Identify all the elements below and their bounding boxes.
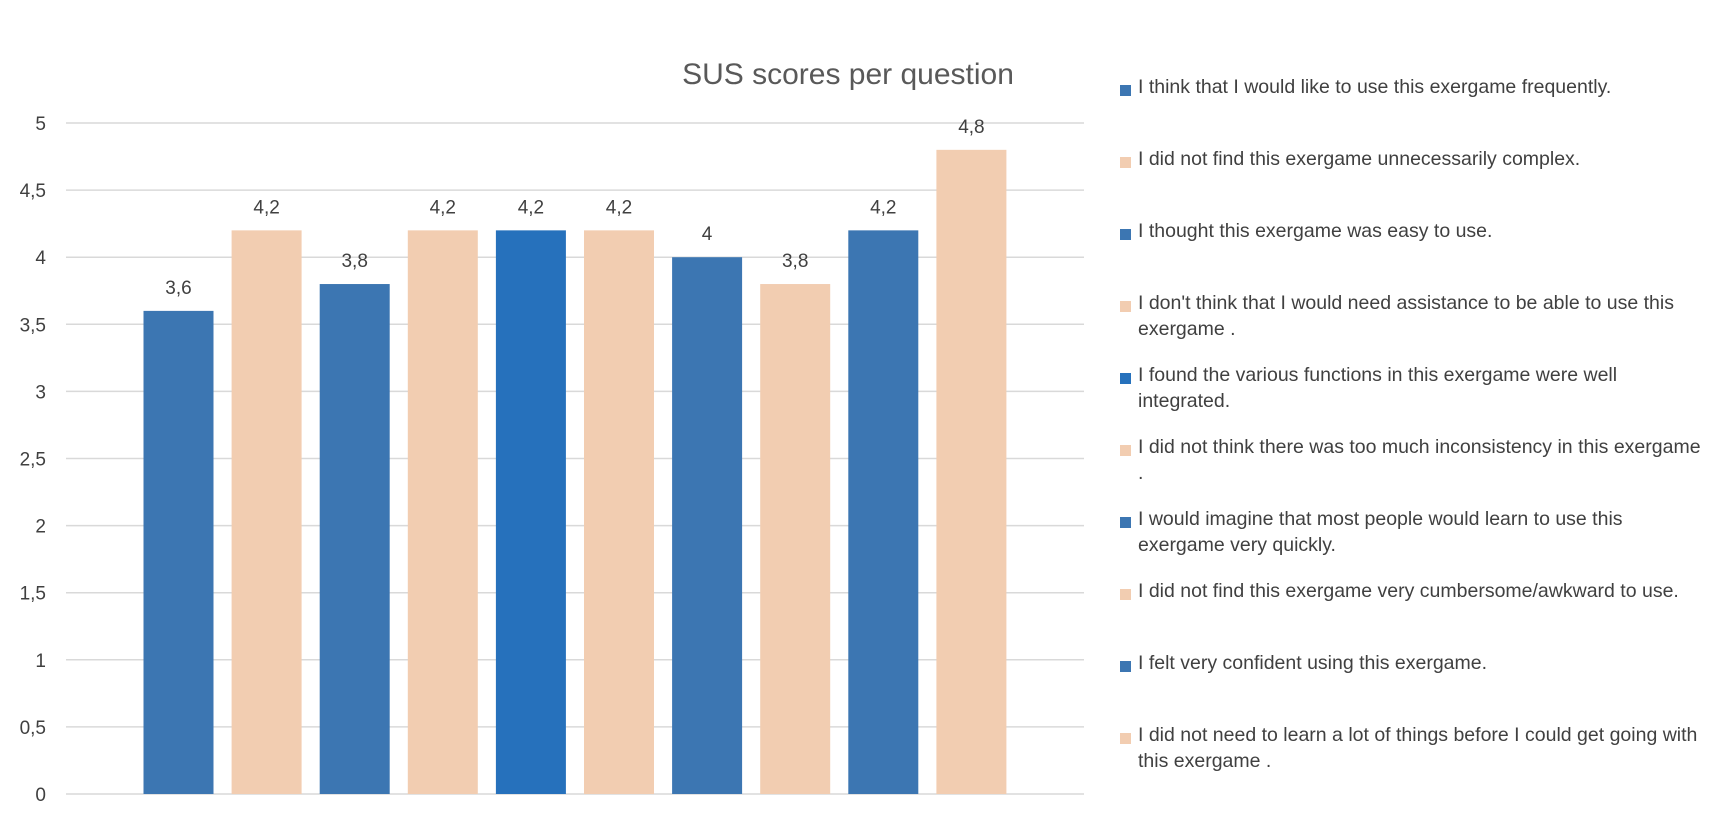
legend-label: I did not think there was too much incon… — [1138, 436, 1701, 484]
y-tick-label: 3 — [35, 382, 46, 403]
bar — [936, 149, 1007, 795]
legend-label: I think that I would like to use this ex… — [1138, 76, 1612, 98]
bar — [231, 230, 302, 795]
bar — [760, 284, 831, 794]
legend-label: I don't think that I would need assistan… — [1138, 292, 1674, 340]
y-tick-label: 1,5 — [20, 584, 46, 605]
legend-swatch — [1120, 301, 1131, 312]
y-tick-label: 5 — [35, 114, 46, 135]
y-tick-label: 2,5 — [20, 450, 46, 471]
bar — [319, 284, 390, 794]
legend-label: I would imagine that most people would l… — [1138, 508, 1623, 556]
bar-value-label: 4,2 — [870, 197, 896, 218]
legend-item: I found the various functions in this ex… — [1120, 362, 1710, 434]
chart-title: SUS scores per question — [682, 58, 1014, 91]
legend-swatch — [1120, 157, 1131, 168]
bar-value-label: 4,2 — [430, 197, 456, 218]
y-tick-label: 4,5 — [20, 181, 46, 202]
bar-value-label: 4,8 — [958, 117, 984, 138]
legend-swatch — [1120, 517, 1131, 528]
legend-item: I thought this exergame was easy to use. — [1120, 218, 1710, 290]
legend-item: I did not need to learn a lot of things … — [1120, 722, 1710, 794]
bar-value-label: 3,8 — [341, 251, 367, 272]
y-axis-ticks: 0 0,5 1 1,5 2 2,5 3 3,5 4 4,5 5 — [20, 114, 47, 806]
bars — [143, 149, 1007, 795]
bar — [584, 230, 654, 795]
legend-item: I did not think there was too much incon… — [1120, 434, 1710, 506]
y-tick-label: 0 — [35, 785, 46, 806]
legend-swatch — [1120, 373, 1131, 384]
legend-item: I did not find this exergame very cumber… — [1120, 578, 1710, 650]
bar — [672, 257, 743, 794]
legend-label: I felt very confident using this exergam… — [1138, 652, 1488, 674]
y-tick-label: 4 — [35, 248, 46, 269]
bar-value-label: 4,2 — [518, 197, 544, 218]
legend-label: I did not find this exergame very cumber… — [1138, 580, 1679, 602]
bar-value-label: 3,8 — [782, 251, 808, 272]
y-tick-label: 2 — [35, 517, 46, 538]
legend-label: I found the various functions in this ex… — [1138, 364, 1618, 412]
legend-label: I did not need to learn a lot of things … — [1138, 724, 1698, 772]
legend-item: I think that I would like to use this ex… — [1120, 74, 1710, 146]
legend-item: I don't think that I would need assistan… — [1120, 290, 1710, 362]
y-tick-label: 1 — [35, 651, 46, 672]
bar — [495, 230, 566, 795]
legend-swatch — [1120, 229, 1131, 240]
bar — [143, 310, 214, 794]
legend-item: I felt very confident using this exergam… — [1120, 650, 1710, 722]
bar — [407, 230, 478, 795]
y-tick-label: 0,5 — [20, 718, 46, 739]
legend-item: I did not find this exergame unnecessari… — [1120, 146, 1710, 218]
legend-swatch — [1120, 445, 1131, 456]
bar — [848, 230, 919, 795]
legend-swatch — [1120, 589, 1131, 600]
legend-label: I thought this exergame was easy to use. — [1138, 220, 1493, 242]
bar-value-label: 3,6 — [165, 278, 191, 299]
bar-value-label: 4,2 — [253, 197, 279, 218]
data-labels: 3,6 4,2 3,8 4,2 4,2 4,2 4 3,8 4,2 4,8 — [165, 117, 984, 299]
legend-item: I would imagine that most people would l… — [1120, 506, 1710, 578]
y-tick-label: 3,5 — [20, 315, 46, 336]
legend-swatch — [1120, 733, 1131, 744]
legend: I think that I would like to use this ex… — [1120, 74, 1710, 794]
gridlines — [66, 122, 1084, 795]
bar-value-label: 4,2 — [606, 197, 632, 218]
bar-value-label: 4 — [702, 224, 713, 245]
legend-swatch — [1120, 661, 1131, 672]
legend-swatch — [1120, 85, 1131, 96]
legend-label: I did not find this exergame unnecessari… — [1138, 148, 1581, 170]
